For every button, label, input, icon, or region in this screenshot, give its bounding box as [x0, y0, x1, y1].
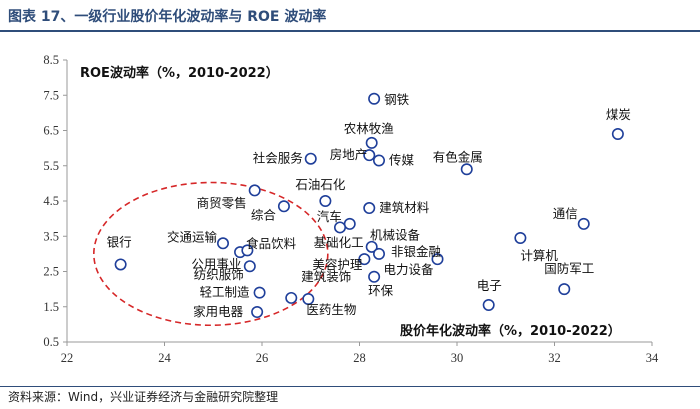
x-axis-title: 股价年化波动率（%，2010-2022）: [400, 323, 621, 339]
y-tick-label: 1.5: [43, 300, 59, 314]
chart-title: 图表 17、一级行业股价年化波动率与 ROE 波动率: [8, 9, 327, 25]
y-tick-label: 8.5: [43, 53, 59, 67]
data-point: [372, 247, 385, 260]
data-point: [577, 217, 590, 230]
point-label: 食品饮料: [246, 236, 297, 251]
point-label: 汽车: [317, 209, 342, 224]
y-tick-label: 2.5: [43, 265, 59, 279]
data-point: [611, 128, 624, 141]
point-label: 非银金融: [391, 244, 442, 259]
point-label: 建筑装饰: [301, 269, 351, 284]
point-label: 商贸零售: [197, 195, 247, 210]
point-label: 公用事业: [191, 256, 241, 271]
point-label: 美容护理: [312, 257, 363, 272]
data-point: [460, 163, 473, 176]
data-point: [358, 253, 371, 266]
point-label: 钢铁: [384, 92, 410, 107]
point-label: 机械设备: [370, 227, 421, 242]
y-tick-label: 6.5: [43, 124, 59, 138]
data-point: [365, 136, 378, 149]
data-point: [114, 258, 127, 271]
point-label: 综合: [251, 207, 277, 222]
point-label: 计算机: [520, 248, 558, 263]
data-point: [343, 217, 356, 230]
data-point: [333, 221, 346, 234]
point-label: 通信: [553, 206, 578, 221]
point-label: 家用电器: [193, 304, 244, 319]
data-point: [363, 202, 376, 215]
data-point: [253, 286, 266, 299]
data-point: [319, 195, 332, 208]
point-label: 纺织服饰: [194, 267, 244, 282]
data-point: [241, 244, 254, 257]
data-point: [285, 291, 298, 304]
point-label: 环保: [368, 283, 394, 298]
point-label: 基础化工: [314, 235, 364, 250]
x-tick-label: 24: [158, 351, 171, 365]
highlight-ellipse-layer: [93, 181, 329, 327]
data-point: [365, 240, 378, 253]
x-tick-label: 32: [548, 351, 561, 365]
x-tick-label: 22: [61, 351, 74, 365]
point-label: 交通运输: [167, 229, 218, 244]
y-tick-label: 0.5: [43, 335, 59, 349]
x-tick-label: 34: [646, 351, 659, 365]
data-point: [514, 232, 527, 245]
y-tick-label: 7.5: [43, 88, 59, 102]
point-label: 国防军工: [544, 261, 594, 276]
point-label: 社会服务: [253, 151, 303, 166]
point-label: 房地产: [330, 147, 368, 162]
point-label: 农林牧渔: [344, 121, 394, 136]
data-point: [248, 184, 261, 197]
footer-divider: [0, 386, 700, 387]
data-point: [482, 298, 495, 311]
y-tick-label: 5.5: [43, 159, 59, 173]
data-point: [251, 306, 264, 319]
x-tick-label: 28: [353, 351, 366, 365]
data-point: [368, 92, 381, 105]
data-point: [431, 253, 444, 266]
data-point: [217, 237, 230, 250]
source-note: 资料来源：Wind，兴业证券经济与金融研究院整理: [8, 390, 279, 404]
data-point: [302, 292, 315, 305]
point-label: 有色金属: [433, 149, 483, 164]
highlight-ellipse: [93, 181, 329, 327]
y-axis-title: ROE波动率（%，2010-2022）: [80, 65, 279, 81]
point-label: 电力设备: [383, 262, 434, 277]
title-divider: [0, 30, 700, 32]
y-tick-label: 3.5: [43, 229, 59, 243]
axes: 22 24 26 28 30 32 34 0.5 1.5 2.5 3.5 4.5 5.5 6.5 7.5 8.…: [43, 53, 659, 365]
data-point: [304, 152, 317, 165]
points-layer: [114, 92, 624, 319]
point-label: 传媒: [389, 152, 415, 167]
point-label: 银行: [107, 234, 132, 249]
point-label: 医药生物: [306, 302, 356, 317]
point-label: 石油石化: [295, 177, 346, 192]
y-tick-label: 4.5: [43, 194, 59, 208]
data-point: [363, 149, 376, 162]
data-point: [368, 270, 381, 283]
data-point: [372, 154, 385, 167]
x-tick-label: 30: [451, 351, 464, 365]
x-tick-label: 26: [256, 351, 269, 365]
data-point: [277, 200, 290, 213]
point-label: 电子: [477, 278, 502, 293]
point-label: 建筑材料: [379, 200, 430, 215]
point-label: 轻工制造: [200, 285, 251, 300]
data-point: [243, 260, 256, 273]
point-label: 煤炭: [606, 107, 631, 122]
data-point: [558, 283, 571, 296]
